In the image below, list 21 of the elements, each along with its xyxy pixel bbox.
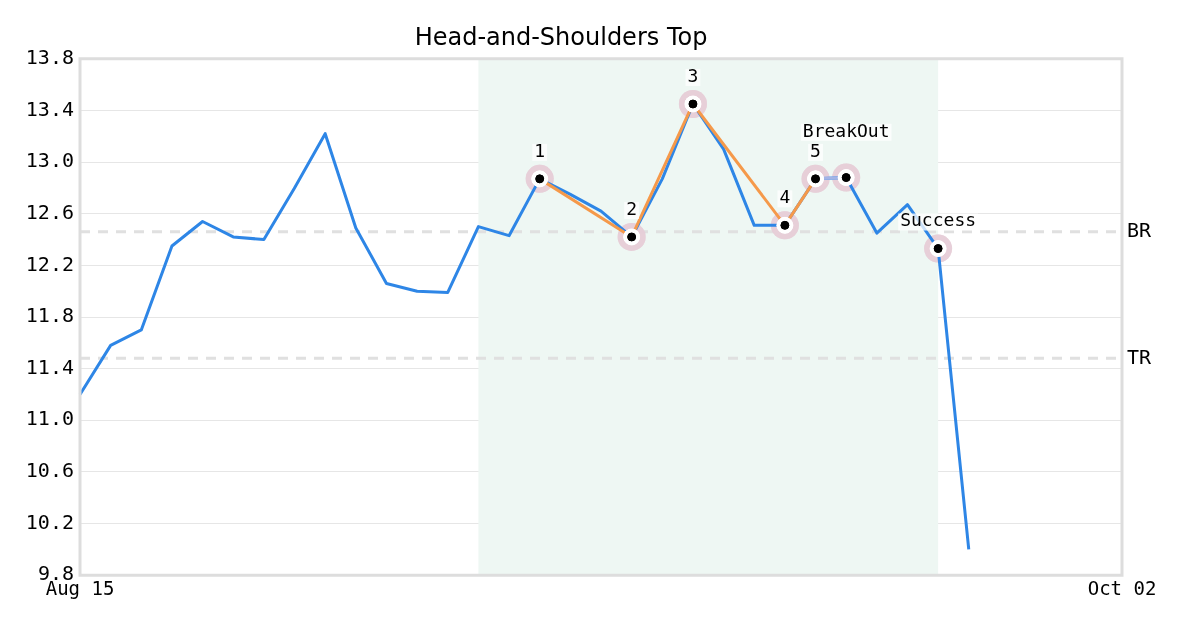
x-tick-label: Oct 02 [1087, 576, 1157, 599]
annotation: 4 [779, 186, 791, 208]
annotation: 1 [534, 139, 546, 161]
y-tick-label: 12.2 [25, 251, 74, 276]
ref-line-label: BR [1127, 218, 1153, 242]
y-tick-label: 10.6 [25, 458, 74, 483]
y-tick-label: 13.4 [25, 96, 74, 121]
chart-title: Head-and-Shoulders Top [414, 22, 708, 51]
y-tick-label: 11.4 [25, 354, 74, 379]
y-tick-label: 13.0 [25, 148, 74, 173]
y-tick-label: 11.0 [25, 406, 74, 431]
y-tick-label: 12.6 [25, 199, 74, 224]
y-tick-label: 11.8 [25, 303, 74, 328]
annotation: 5 [810, 139, 821, 161]
annotation: 3 [687, 64, 699, 86]
y-tick-label: 13.8 [25, 45, 74, 69]
y-tick-label: 10.2 [25, 509, 74, 534]
ref-line-label: TR [1127, 344, 1153, 369]
annotation: BreakOut [802, 119, 890, 141]
annotation: Success [900, 209, 977, 231]
annotation: 2 [626, 197, 638, 219]
